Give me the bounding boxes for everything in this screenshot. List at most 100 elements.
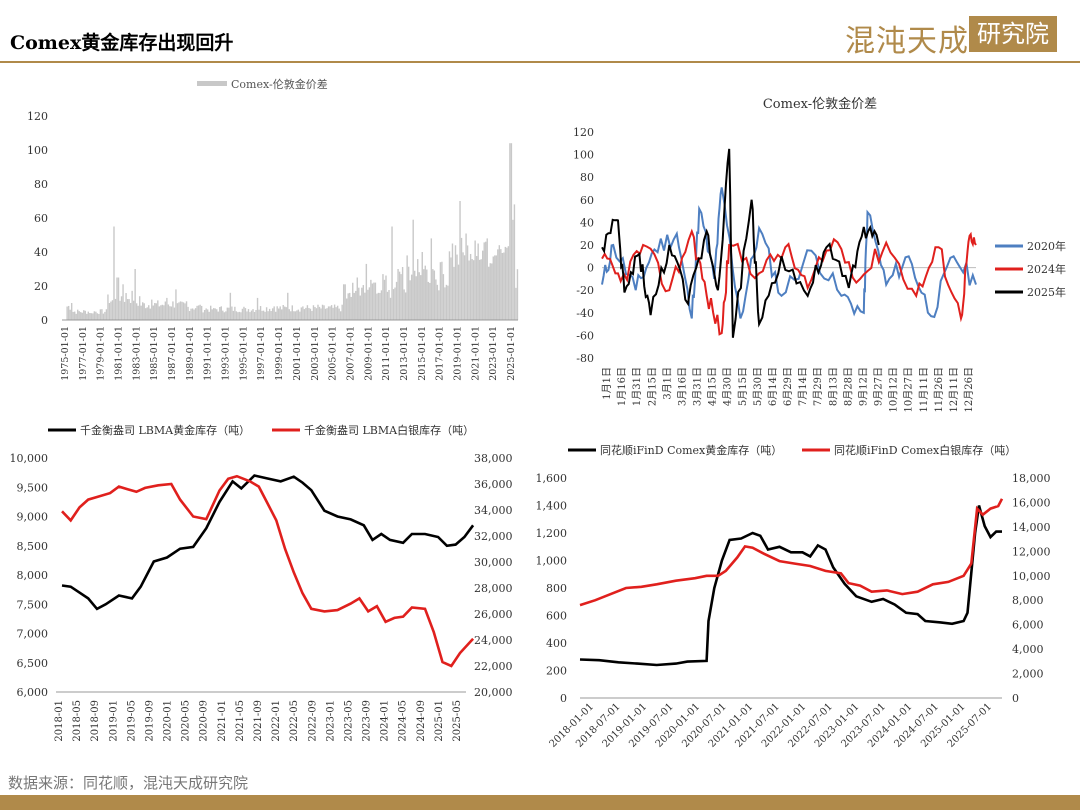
bar [305, 307, 307, 320]
bar [465, 233, 467, 320]
x-tick-label: 2024-05 [398, 700, 409, 742]
x-tick-label: 4月15日 [707, 367, 719, 406]
y-left-tick-label: 6,500 [17, 657, 49, 670]
bar [72, 311, 74, 320]
x-tick-label: 2024-01 [380, 700, 391, 742]
bar [341, 304, 343, 320]
x-tick-label: 12月26日 [963, 367, 975, 412]
y-left-tick-label: 1,200 [536, 527, 568, 540]
bar [507, 246, 510, 320]
y-tick-label: 0 [587, 262, 594, 275]
x-tick-label: 2019-09 [144, 700, 155, 742]
y-tick-label: 120 [573, 126, 594, 139]
y-left-tick-label: 1,000 [536, 555, 568, 568]
legend-label: 同花顺iFinD Comex白银库存（吨） [834, 443, 1016, 457]
bar [427, 281, 429, 320]
bar [364, 292, 366, 320]
bar [246, 311, 248, 320]
bar [276, 306, 278, 320]
y-tick-label: 40 [34, 246, 48, 259]
x-tick-label: 7月14日 [797, 367, 809, 406]
x-tick-label: 5月30日 [752, 367, 764, 406]
bar [442, 274, 445, 320]
source-note: 数据来源：同花顺，混沌天成研究院 [8, 774, 249, 792]
bar [332, 307, 334, 320]
x-tick-label: 11月11日 [918, 367, 930, 412]
bar [211, 309, 213, 320]
bar [451, 243, 454, 320]
bar [181, 301, 183, 320]
bar [196, 305, 198, 320]
bar [96, 313, 99, 320]
bar [323, 305, 325, 320]
bar [140, 305, 142, 320]
y-right-tick-label: 16,000 [1012, 496, 1051, 509]
bar [220, 306, 222, 320]
bar [395, 281, 398, 320]
bar [113, 226, 115, 320]
bar [463, 255, 466, 320]
bar [126, 299, 129, 320]
chart-comex-inventory: 0 200 400 600 800 1,000 1,200 1,400 1,600 0 2,000 4… [536, 443, 1051, 750]
x-tick-label: 10月12日 [888, 367, 900, 412]
bar [483, 242, 485, 320]
bar [288, 309, 290, 320]
bar [435, 279, 437, 320]
legend-label: 千金衡盎司 LBMA黄金库存（吨） [80, 423, 250, 437]
bar [335, 307, 337, 320]
x-tick-label: 1981-01-01 [114, 326, 125, 381]
y-right-tick-label: 30,000 [474, 556, 513, 569]
bar [184, 303, 186, 320]
page-title: Comex黄金库存出现回升 [10, 32, 234, 54]
bar [468, 260, 470, 320]
bar [418, 272, 420, 320]
y-right-tick-label: 32,000 [474, 530, 513, 543]
x-tick-label: 2019-01 [108, 700, 119, 742]
x-tick-label: 6月29日 [782, 367, 794, 406]
bar [134, 269, 136, 320]
bar [281, 309, 283, 320]
x-tick-label: 11月26日 [933, 367, 945, 412]
bar [237, 312, 239, 320]
bar [290, 311, 292, 320]
bar [394, 287, 396, 320]
bar [120, 296, 123, 320]
bar [247, 309, 250, 320]
y-left-tick-label: 7,500 [17, 598, 49, 611]
bar [392, 289, 395, 320]
bar [111, 300, 114, 320]
bar [321, 304, 324, 320]
x-tick-label: 4月30日 [722, 367, 734, 406]
bar [436, 284, 439, 320]
bar [274, 311, 277, 320]
bar [259, 306, 262, 320]
bar [409, 280, 411, 320]
bar [462, 252, 464, 320]
bar [125, 293, 127, 320]
bar [494, 255, 496, 320]
y-right-tick-label: 34,000 [474, 504, 513, 517]
y-tick-label: 100 [573, 149, 594, 162]
bar [83, 310, 85, 320]
y-right-tick-label: 10,000 [1012, 570, 1051, 583]
bar [282, 305, 284, 320]
bar [132, 300, 135, 320]
bar [178, 302, 180, 320]
bar [444, 287, 446, 320]
x-tick-label: 2021-01-01 [470, 326, 481, 381]
bar [318, 306, 321, 320]
x-tick-label: 1991-01-01 [203, 326, 214, 381]
bar [516, 269, 519, 320]
bar [138, 296, 141, 320]
bar [166, 297, 168, 320]
bar [70, 303, 73, 320]
series-line-2020年 [601, 187, 977, 319]
x-tick-label: 1997-01-01 [256, 326, 267, 381]
logo-text-badge: 研究院 [969, 16, 1057, 52]
bar [359, 295, 361, 320]
y-right-tick-label: 12,000 [1012, 545, 1051, 558]
bar [380, 290, 383, 320]
y-right-tick-label: 36,000 [474, 478, 513, 491]
x-tick-label: 2017-01-01 [435, 326, 446, 381]
y-tick-label: 60 [34, 212, 48, 225]
